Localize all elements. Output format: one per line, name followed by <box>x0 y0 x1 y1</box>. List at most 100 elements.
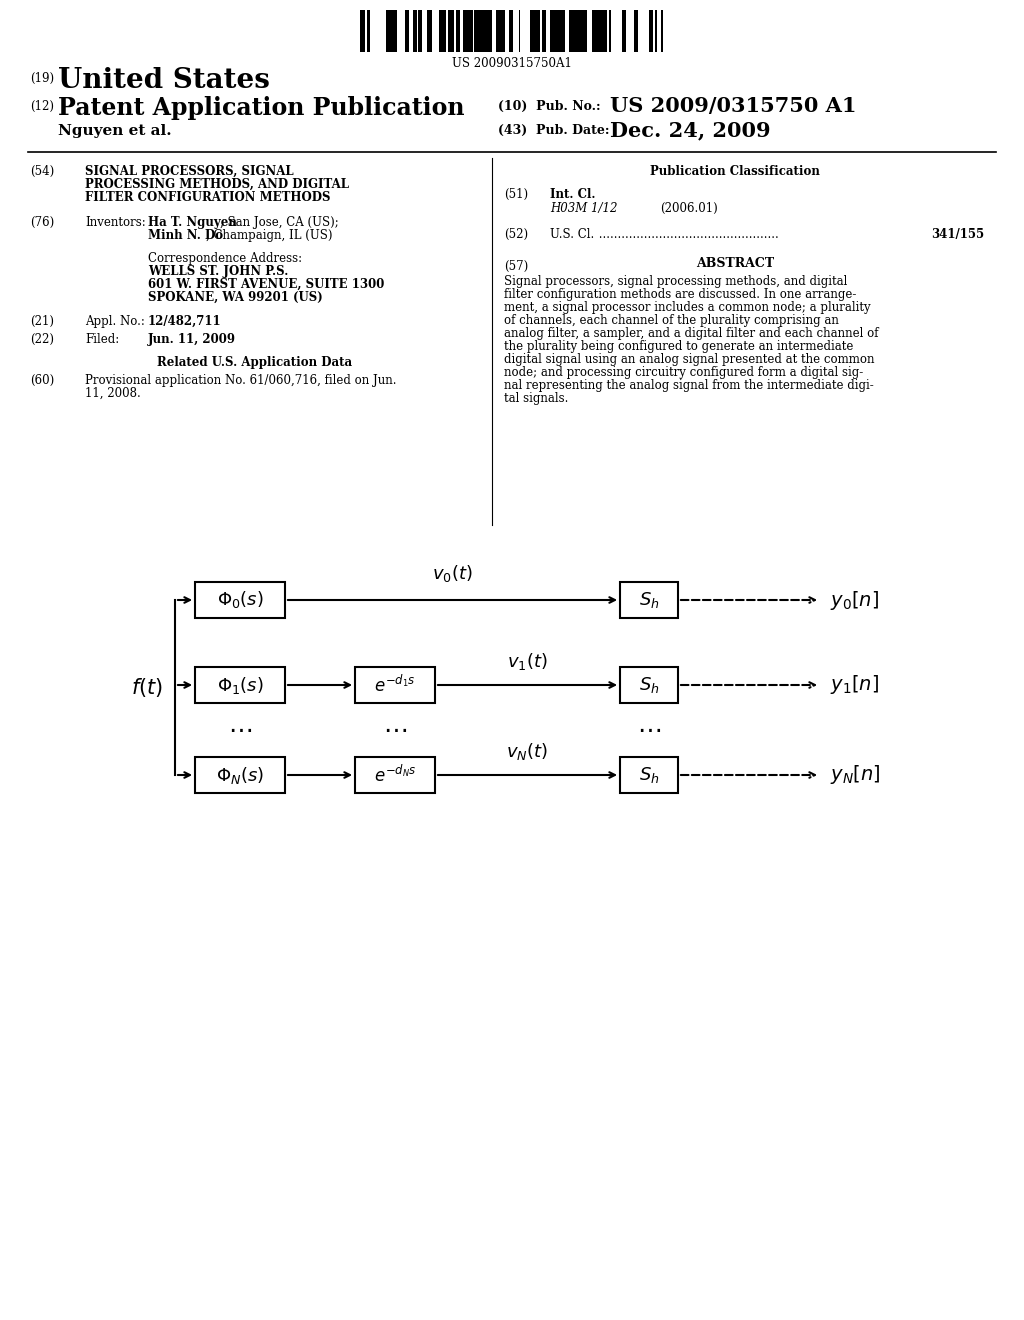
Text: Correspondence Address:: Correspondence Address: <box>148 252 302 265</box>
Bar <box>649 11 653 51</box>
Text: (21): (21) <box>30 315 54 327</box>
Bar <box>535 11 539 51</box>
Bar <box>355 667 435 704</box>
Text: ment, a signal processor includes a common node; a plurality: ment, a signal processor includes a comm… <box>504 301 870 314</box>
Text: $y_1[n]$: $y_1[n]$ <box>830 673 879 697</box>
Text: Dec. 24, 2009: Dec. 24, 2009 <box>610 120 771 140</box>
Bar <box>496 11 500 51</box>
Text: Related U.S. Application Data: Related U.S. Application Data <box>158 356 352 370</box>
Bar <box>540 11 542 51</box>
Text: $S_h$: $S_h$ <box>639 675 659 696</box>
Bar <box>402 11 406 51</box>
Text: (51): (51) <box>504 187 528 201</box>
Text: US 2009/0315750 A1: US 2009/0315750 A1 <box>610 96 856 116</box>
Text: the plurality being configured to generate an intermediate: the plurality being configured to genera… <box>504 341 853 352</box>
Bar <box>517 11 519 51</box>
Bar <box>638 11 642 51</box>
Text: Filed:: Filed: <box>85 333 119 346</box>
Text: digital signal using an analog signal presented at the common: digital signal using an analog signal pr… <box>504 352 874 366</box>
Text: $S_h$: $S_h$ <box>639 766 659 785</box>
Text: (22): (22) <box>30 333 54 346</box>
Bar <box>607 11 609 51</box>
Text: (57): (57) <box>504 260 528 273</box>
Bar <box>618 11 622 51</box>
Bar <box>577 11 579 51</box>
Bar <box>565 11 569 51</box>
Bar <box>642 11 646 51</box>
Text: 12/482,711: 12/482,711 <box>148 315 221 327</box>
Bar <box>620 667 678 704</box>
Bar <box>387 11 389 51</box>
Text: (12): (12) <box>30 100 54 114</box>
Text: Minh N. Do: Minh N. Do <box>148 228 223 242</box>
Bar <box>563 11 565 51</box>
Text: , San Jose, CA (US);: , San Jose, CA (US); <box>220 216 339 228</box>
Bar <box>662 11 663 51</box>
Text: $y_0[n]$: $y_0[n]$ <box>830 589 879 611</box>
Bar <box>620 582 678 618</box>
Bar <box>365 11 367 51</box>
Bar <box>634 11 638 51</box>
Bar <box>378 11 382 51</box>
Bar <box>559 11 563 51</box>
Bar <box>579 11 583 51</box>
Text: $e^{-d_1 s}$: $e^{-d_1 s}$ <box>374 675 416 696</box>
Bar <box>655 11 657 51</box>
Text: (10)  Pub. No.:: (10) Pub. No.: <box>498 100 601 114</box>
Text: (60): (60) <box>30 374 54 387</box>
Text: analog filter, a sampler, and a digital filter and each channel of: analog filter, a sampler, and a digital … <box>504 327 879 341</box>
Bar <box>195 756 285 793</box>
Bar <box>374 11 378 51</box>
Bar <box>510 11 513 51</box>
Text: tal signals.: tal signals. <box>504 392 568 405</box>
Text: of channels, each channel of the plurality comprising an: of channels, each channel of the plurali… <box>504 314 839 327</box>
Bar <box>526 11 530 51</box>
Bar <box>428 11 432 51</box>
Bar <box>546 11 550 51</box>
Bar <box>476 11 479 51</box>
Text: $\cdots$: $\cdots$ <box>383 718 407 742</box>
Bar <box>629 11 632 51</box>
Bar <box>406 11 408 51</box>
Bar <box>474 11 476 51</box>
Bar <box>592 11 594 51</box>
Text: (76): (76) <box>30 216 54 228</box>
Bar <box>389 11 392 51</box>
Bar <box>422 11 426 51</box>
Bar <box>463 11 467 51</box>
Bar <box>542 11 546 51</box>
Text: Inventors:: Inventors: <box>85 216 145 228</box>
Bar <box>392 11 396 51</box>
Bar <box>442 11 446 51</box>
Bar <box>663 11 665 51</box>
Bar <box>355 756 435 793</box>
Bar <box>418 11 422 51</box>
Bar <box>397 11 399 51</box>
Bar <box>622 11 626 51</box>
Bar <box>432 11 436 51</box>
Bar <box>573 11 577 51</box>
Bar <box>605 11 607 51</box>
Text: SPOKANE, WA 99201 (US): SPOKANE, WA 99201 (US) <box>148 290 323 304</box>
Text: $\Phi_N(s)$: $\Phi_N(s)$ <box>216 764 264 785</box>
Text: (19): (19) <box>30 73 54 84</box>
Bar <box>513 11 517 51</box>
Bar <box>195 582 285 618</box>
Bar <box>399 11 402 51</box>
Bar <box>488 11 492 51</box>
Text: node; and processing circuitry configured form a digital sig-: node; and processing circuitry configure… <box>504 366 863 379</box>
Text: Publication Classification: Publication Classification <box>650 165 820 178</box>
Bar <box>195 667 285 704</box>
Text: Signal processors, signal processing methods, and digital: Signal processors, signal processing met… <box>504 275 848 288</box>
Bar <box>530 11 534 51</box>
Bar <box>603 11 605 51</box>
Bar <box>551 11 555 51</box>
Bar <box>409 11 413 51</box>
Bar <box>657 11 662 51</box>
Bar <box>609 11 611 51</box>
Text: $v_1(t)$: $v_1(t)$ <box>507 651 548 672</box>
Bar <box>583 11 587 51</box>
Text: WELLS ST. JOHN P.S.: WELLS ST. JOHN P.S. <box>148 265 289 279</box>
Bar <box>620 756 678 793</box>
Bar <box>467 11 469 51</box>
